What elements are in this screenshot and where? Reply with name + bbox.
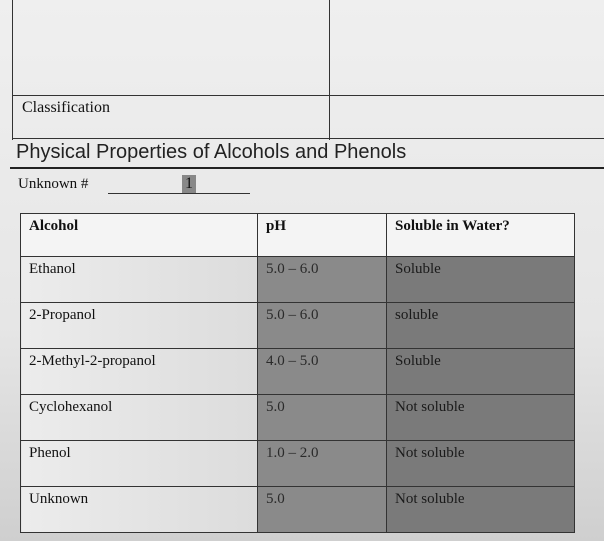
soluble-cell[interactable]: Not soluble	[386, 440, 575, 487]
alcohol-cell: Cyclohexanol	[20, 394, 258, 441]
ph-cell[interactable]: 4.0 – 5.0	[257, 348, 387, 395]
classification-table	[12, 0, 604, 140]
table-row: Unknown 5.0 Not soluble	[20, 486, 575, 533]
divider	[13, 95, 604, 96]
ph-cell[interactable]: 5.0	[257, 394, 387, 441]
soluble-cell[interactable]: Soluble	[386, 348, 575, 395]
alcohol-cell: Phenol	[20, 440, 258, 487]
table-row: 2-Methyl-2-propanol 4.0 – 5.0 Soluble	[20, 348, 575, 395]
ph-cell[interactable]: 1.0 – 2.0	[257, 440, 387, 487]
table-row: Phenol 1.0 – 2.0 Not soluble	[20, 440, 575, 487]
header-soluble: Soluble in Water?	[386, 213, 575, 257]
table-row: 2-Propanol 5.0 – 6.0 soluble	[20, 302, 575, 349]
divider	[13, 138, 604, 139]
properties-table: Alcohol pH Soluble in Water? Ethanol 5.0…	[20, 213, 575, 533]
unknown-underline	[108, 193, 250, 194]
ph-cell[interactable]: 5.0 – 6.0	[257, 256, 387, 303]
soluble-cell[interactable]: Soluble	[386, 256, 575, 303]
ph-cell[interactable]: 5.0	[257, 486, 387, 533]
soluble-cell[interactable]: soluble	[386, 302, 575, 349]
section-title: Physical Properties of Alcohols and Phen…	[16, 141, 407, 163]
soluble-cell[interactable]: Not soluble	[386, 394, 575, 441]
ph-cell[interactable]: 5.0 – 6.0	[257, 302, 387, 349]
alcohol-cell: Unknown	[20, 486, 258, 533]
unknown-label: Unknown #	[18, 176, 89, 192]
soluble-cell[interactable]: Not soluble	[386, 486, 575, 533]
alcohol-cell: 2-Methyl-2-propanol	[20, 348, 258, 395]
table-header-row: Alcohol pH Soluble in Water?	[20, 213, 575, 257]
header-alcohol: Alcohol	[20, 213, 258, 257]
unknown-number-field[interactable]: 1	[182, 175, 196, 193]
table-row: Ethanol 5.0 – 6.0 Soluble	[20, 256, 575, 303]
alcohol-cell: Ethanol	[20, 256, 258, 303]
title-rule	[10, 167, 604, 169]
header-ph: pH	[257, 213, 387, 257]
alcohol-cell: 2-Propanol	[20, 302, 258, 349]
divider	[329, 0, 330, 140]
classification-label: Classification	[22, 99, 110, 116]
table-row: Cyclohexanol 5.0 Not soluble	[20, 394, 575, 441]
